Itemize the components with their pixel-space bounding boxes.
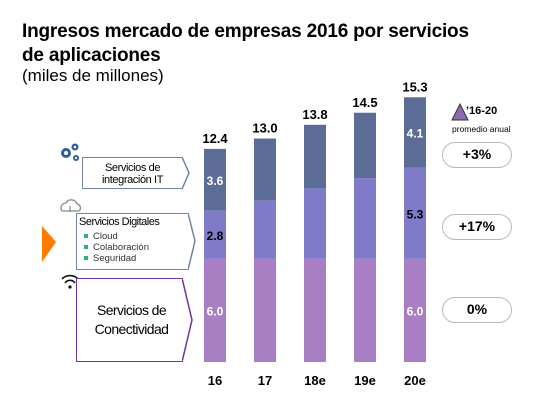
chart-subtitle: (miles de millones)	[22, 66, 164, 85]
title-line-2: de aplicaciones	[22, 45, 161, 66]
bullet-icon	[84, 245, 88, 250]
chart-title: Ingresos mercado de empresas 2016 por se…	[22, 20, 469, 68]
wifi-arc	[64, 279, 76, 284]
gear-hole	[73, 145, 77, 149]
segment-item-label: Seguridad	[93, 253, 137, 264]
segment-box-conectividad: Servicios de Conectividad	[76, 278, 182, 362]
data-label: 5.3	[407, 207, 424, 221]
title-line-1: Ingresos mercado de empresas 2016 por se…	[22, 21, 469, 42]
data-label: 6.0	[407, 304, 424, 318]
growth-conectividad: 0%	[442, 297, 512, 323]
category-label: 20e	[404, 373, 426, 388]
bar-segment	[354, 258, 376, 362]
growth-integracion: +3%	[442, 142, 512, 168]
segment-box-integracion: Servicios de integración IT	[82, 157, 182, 189]
total-label: 13.8	[302, 107, 327, 122]
data-label: 2.8	[207, 229, 224, 243]
bullet-icon	[84, 234, 88, 239]
segment-item-seguridad: Seguridad	[84, 253, 136, 264]
bullet-icon	[84, 256, 88, 261]
data-label: 3.6	[207, 174, 224, 188]
bar-segment	[204, 210, 226, 259]
bar-segment	[204, 258, 226, 362]
orange-arrow-icon	[42, 226, 56, 262]
box-pointer-digitales	[187, 212, 196, 271]
data-label: 6.0	[207, 304, 224, 318]
total-label: 12.4	[202, 131, 228, 146]
bar-segment	[254, 200, 276, 259]
box-pointer-conectividad	[181, 277, 193, 363]
box-pointer-integracion	[181, 156, 190, 190]
bar-segment	[254, 138, 276, 201]
gear-hole	[64, 151, 68, 155]
segment-item-label: Cloud	[93, 231, 118, 242]
total-label: 13.0	[252, 121, 277, 136]
segment-title-digitales: Servicios Digitales	[79, 216, 160, 228]
bar-segment	[254, 258, 276, 362]
category-label: 19e	[354, 373, 376, 388]
category-label: 16	[208, 373, 222, 388]
segment-title-conectividad: Servicios de Conectividad	[94, 302, 169, 337]
total-label: 15.3	[402, 79, 427, 94]
segment-item-cloud: Cloud	[84, 231, 118, 242]
segment-item-colaboracion: Colaboración	[84, 242, 149, 253]
cloud-icon	[60, 199, 82, 212]
bar-segment	[304, 124, 326, 189]
bar-segment	[354, 112, 376, 179]
growth-digitales: +17%	[442, 214, 512, 240]
category-label: 17	[258, 373, 272, 388]
total-label: 14.5	[352, 95, 377, 110]
bar-segment	[304, 258, 326, 362]
bar-segment	[404, 258, 426, 362]
segment-item-label: Colaboración	[93, 242, 149, 253]
legend-label: promedio anual	[452, 124, 511, 134]
segment-title-integracion: Servicios de integración IT	[101, 162, 164, 186]
wifi-dot	[68, 285, 72, 289]
bar-segment	[354, 178, 376, 259]
segment-box-digitales: Servicios Digitales Cloud Colaboración S…	[76, 213, 188, 270]
category-label: 18e	[304, 373, 326, 388]
data-label: 4.1	[407, 127, 424, 141]
legend-period: ’16-20	[466, 105, 498, 117]
gear-hole	[74, 156, 78, 160]
bar-segment	[304, 188, 326, 259]
triangle-icon	[451, 102, 469, 121]
bar-segment	[204, 148, 226, 211]
bar-segment	[404, 97, 426, 168]
bar-segment	[404, 167, 426, 259]
